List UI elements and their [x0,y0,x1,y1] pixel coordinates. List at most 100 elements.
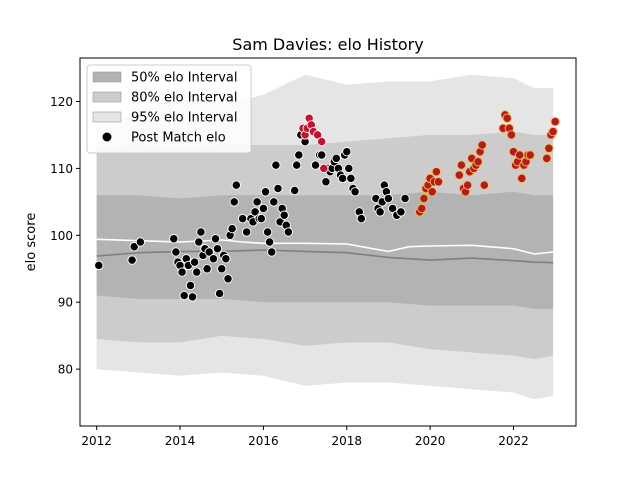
data-point-s1 [346,173,356,184]
legend-box [86,64,252,154]
data-point-s1 [135,237,146,247]
data-point-s1 [283,227,294,237]
data-point-s1 [171,247,181,257]
data-point-s1 [271,160,281,170]
data-point-s2 [319,163,329,174]
x-tick-label: 2022 [498,434,529,448]
data-point-s1 [237,213,248,224]
data-point-s3 [502,113,512,123]
y-tick-label: 90 [58,296,73,310]
data-point-s1 [208,254,219,264]
chart-title: Sam Davies: elo History [232,35,423,54]
y-axis-label: elo score [24,213,39,272]
data-point-s3 [431,167,442,177]
data-point-s1 [321,177,331,187]
data-point-s1 [273,183,283,194]
data-point-s1 [264,237,275,247]
elo-line-1 [96,238,554,255]
y-tick-label: 80 [58,363,73,377]
legend-label: 50% elo Interval [131,71,238,86]
data-point-s3 [473,157,483,167]
legend-swatch [92,111,122,123]
data-point-s1 [256,213,266,224]
data-point-s3 [454,170,464,180]
data-point-s3 [462,180,473,190]
data-point-s1 [331,153,341,164]
data-point-s1 [383,193,394,204]
data-point-s1 [227,223,237,234]
legend-swatch [92,71,122,83]
x-tick-label: 2014 [165,434,196,448]
y-tick-label: 110 [50,162,73,176]
data-point-s1 [387,203,398,214]
x-tick-label: 2018 [331,434,362,448]
data-point-s3 [548,126,558,137]
data-point-s1 [202,264,212,274]
data-point-s1 [252,197,262,207]
data-point-s1 [127,255,137,265]
data-point-s1 [179,290,189,301]
data-point-s3 [477,140,487,150]
x-axis: 2012 2014 2016 2018 2020 2022 [81,426,529,448]
data-point-s3 [433,177,444,187]
data-point-s1 [169,234,179,244]
data-point-s1 [267,247,277,257]
legend: 50% elo Interval 80% elo Interval 95% elo … [86,64,252,154]
data-point-s1 [221,254,231,264]
data-point-s1 [350,187,360,197]
data-point-s1 [250,207,260,217]
data-point-s1 [310,160,321,170]
plot-area [94,74,560,400]
data-point-s2 [317,136,327,147]
data-point-s1 [229,197,239,207]
legend-label: 95% elo Interval [131,111,238,126]
data-point-s1 [217,264,227,274]
data-point-s1 [210,234,221,244]
data-point-s3 [517,173,527,184]
data-point-s1 [294,150,304,160]
data-point-s1 [262,227,273,237]
data-point-s1 [337,173,348,184]
data-point-s1 [317,150,327,160]
data-point-s1 [189,257,200,267]
data-point-s1 [196,227,206,237]
data-point-s1 [204,247,214,257]
data-point-s2 [312,130,323,140]
legend-swatch [92,91,122,103]
y-axis: 80 90 100 110 120 [50,95,80,377]
data-point-s1 [192,267,202,277]
data-point-s1 [292,160,302,170]
data-point-s3 [515,150,525,160]
data-point-s1 [214,288,225,299]
data-point-s1 [260,187,271,197]
data-point-s3 [479,180,489,190]
data-point-s1 [290,185,300,196]
plot-frame [79,57,577,427]
data-point-s3 [544,143,554,153]
y-tick-label: 100 [50,229,73,243]
data-point-s3 [456,160,467,170]
data-point-s3 [419,193,429,204]
legend-label: Post Match elo [131,131,226,146]
data-point-s1 [375,207,385,217]
data-point-s1 [242,227,252,237]
data-point-s1 [185,280,196,291]
data-point-s1 [187,292,198,302]
data-point-s3 [417,203,427,214]
data-point-s1 [396,207,406,217]
data-point-s1 [194,237,204,247]
x-tick-label: 2016 [248,434,279,448]
x-tick-label: 2020 [415,434,446,448]
data-point-s3 [427,187,437,197]
band-50 [96,191,554,309]
data-point-s1 [212,244,223,254]
data-point-s1 [344,163,354,174]
data-point-s1 [258,203,269,214]
data-point-s1 [342,147,352,157]
legend-label: 80% elo Interval [131,91,238,106]
data-point-s1 [223,274,233,284]
data-point-s1 [177,267,187,277]
data-point-s3 [542,153,552,164]
data-point-s1 [94,260,104,271]
